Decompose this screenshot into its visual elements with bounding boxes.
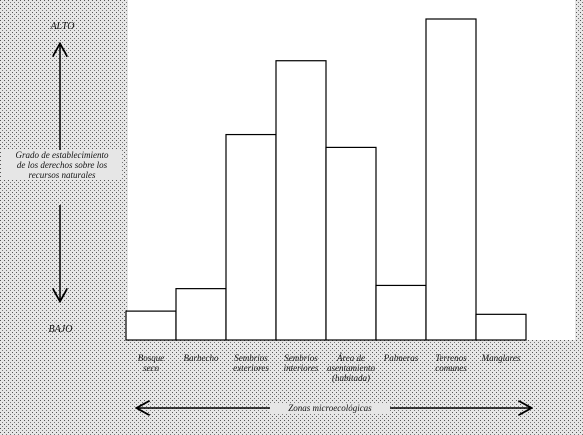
bar — [325, 146, 377, 341]
x-tick-label: Palmeras — [383, 353, 419, 363]
x-tick-label: Sembríos interiores — [283, 353, 319, 373]
x-tick-label: Sembríos exteriores — [233, 353, 269, 373]
bar — [175, 288, 227, 341]
x-tick-label: Barbecho — [183, 353, 219, 363]
y-high-label: ALTO — [50, 21, 75, 32]
y-axis-label: Grado de establecimiento de los derechos… — [2, 150, 122, 180]
bar — [425, 18, 477, 341]
bar — [125, 310, 177, 341]
x-tick-label: Terrenos comunes — [435, 353, 467, 373]
bar — [375, 284, 427, 341]
bar — [225, 133, 277, 341]
x-axis-label: Zonas microecológicas — [270, 403, 390, 413]
bar — [275, 60, 327, 341]
x-tick-label: Bosque seco — [137, 353, 165, 373]
x-tick-label: Manglares — [481, 353, 521, 363]
x-tick-label: Área de asentamiento (habitada) — [327, 353, 375, 383]
bar — [475, 313, 527, 341]
y-low-label: BAJO — [48, 324, 73, 335]
